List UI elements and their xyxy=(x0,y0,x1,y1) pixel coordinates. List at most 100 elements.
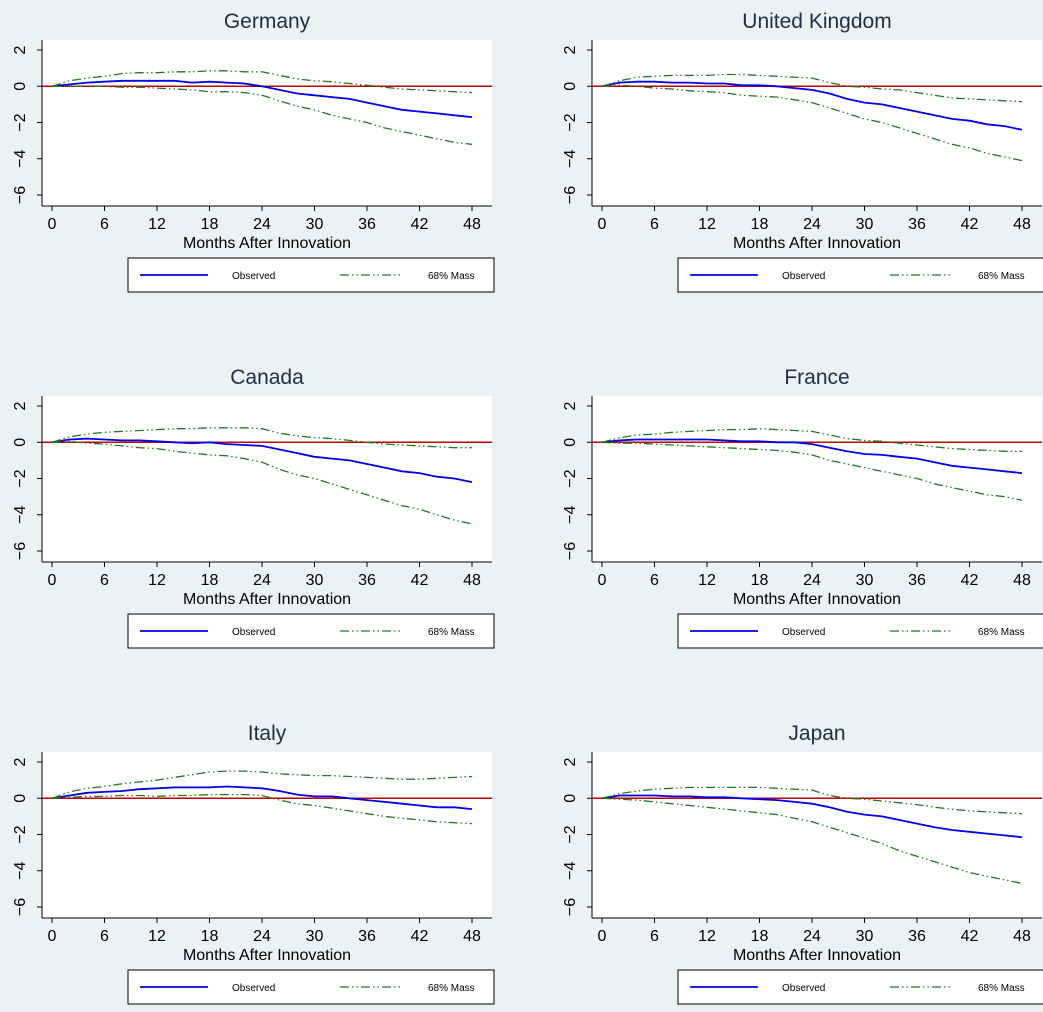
y-tick-label: −4 xyxy=(12,150,29,168)
y-tick-label: 2 xyxy=(12,401,29,410)
x-tick-label: 6 xyxy=(650,572,659,589)
observed-line xyxy=(51,79,473,118)
chart-title: Italy xyxy=(248,722,287,745)
x-tick-label: 42 xyxy=(961,216,979,233)
x-tick-label: 30 xyxy=(306,572,324,589)
x-tick-label: 36 xyxy=(358,928,376,945)
x-tick-label: 30 xyxy=(856,928,874,945)
x-tick-label: 6 xyxy=(100,216,109,233)
mass-upper-line xyxy=(51,70,473,94)
chart-panel: Italy 2 0 −2 −4 −6 0 6 12 18 24 30 36 42 48 Months Afte… xyxy=(12,722,495,1005)
x-tick-label: 36 xyxy=(908,928,926,945)
x-tick-label: 36 xyxy=(358,216,376,233)
legend-mass-label: 68% Mass xyxy=(428,627,475,638)
x-tick-label: 42 xyxy=(961,928,979,945)
legend-mass-label: 68% Mass xyxy=(428,983,475,994)
x-tick-label: 0 xyxy=(598,572,607,589)
y-tick-label: 0 xyxy=(12,82,29,91)
x-tick-label: 6 xyxy=(650,928,659,945)
x-tick-label: 24 xyxy=(253,216,271,233)
x-tick-label: 18 xyxy=(201,216,219,233)
x-tick-label: 18 xyxy=(201,928,219,945)
x-tick-label: 48 xyxy=(1013,928,1031,945)
plot-area xyxy=(42,396,492,562)
x-tick-label: 48 xyxy=(1013,216,1031,233)
chart-panel: France 2 0 −2 −4 −6 0 6 12 18 24 30 36 42 48 Months Aft… xyxy=(562,366,1043,649)
x-tick-label: 18 xyxy=(751,216,769,233)
x-tick-label: 12 xyxy=(148,216,166,233)
x-tick-label: 0 xyxy=(48,216,57,233)
y-tick-label: −4 xyxy=(562,862,579,880)
chart-panel: Germany 2 0 −2 −4 −6 0 6 12 18 24 30 36 42 48 Months Af… xyxy=(12,10,495,293)
x-axis-label: Months After Innovation xyxy=(183,591,351,608)
plot-area xyxy=(592,40,1042,206)
observed-line xyxy=(51,785,473,810)
y-tick-label: −4 xyxy=(12,862,29,880)
mass-upper-line xyxy=(601,786,1023,815)
y-tick-label: −2 xyxy=(12,825,29,843)
plot-area xyxy=(42,752,492,918)
mass-lower-line xyxy=(51,440,473,525)
x-tick-label: 12 xyxy=(148,928,166,945)
x-tick-label: 36 xyxy=(358,572,376,589)
mass-upper-line xyxy=(601,73,1023,103)
x-tick-label: 12 xyxy=(698,572,716,589)
chart-panel: Japan 2 0 −2 −4 −6 0 6 12 18 24 30 36 42 48 Months Afte… xyxy=(562,722,1043,1005)
chart-title: United Kingdom xyxy=(742,10,891,33)
y-tick-label: −6 xyxy=(12,186,29,204)
x-tick-label: 36 xyxy=(908,572,926,589)
x-tick-label: 30 xyxy=(856,572,874,589)
x-tick-label: 30 xyxy=(306,216,324,233)
x-tick-label: 12 xyxy=(698,928,716,945)
chart-title: Japan xyxy=(788,722,845,745)
x-tick-label: 42 xyxy=(411,572,429,589)
x-tick-label: 18 xyxy=(751,572,769,589)
x-tick-label: 0 xyxy=(598,216,607,233)
plot-area xyxy=(42,40,492,206)
legend-mass-label: 68% Mass xyxy=(978,271,1025,282)
y-tick-label: 2 xyxy=(562,757,579,766)
x-tick-label: 12 xyxy=(148,572,166,589)
mass-lower-line xyxy=(601,441,1023,501)
mass-lower-line xyxy=(51,793,473,825)
x-tick-label: 48 xyxy=(463,216,481,233)
chart-title: Germany xyxy=(224,10,311,33)
mass-upper-line xyxy=(601,428,1022,452)
x-tick-label: 48 xyxy=(463,928,481,945)
y-tick-label: 0 xyxy=(562,82,579,91)
y-tick-label: −6 xyxy=(562,542,579,560)
chart-title: France xyxy=(784,366,849,389)
y-tick-label: −2 xyxy=(562,113,579,131)
legend-observed-label: Observed xyxy=(782,983,825,994)
mass-upper-line xyxy=(51,770,473,799)
x-tick-label: 30 xyxy=(306,928,324,945)
y-tick-label: −6 xyxy=(562,186,579,204)
plot-area xyxy=(592,752,1042,918)
y-tick-label: 0 xyxy=(12,438,29,447)
x-tick-label: 24 xyxy=(803,928,821,945)
y-tick-label: 2 xyxy=(12,757,29,766)
x-axis-label: Months After Innovation xyxy=(733,947,901,964)
x-tick-label: 30 xyxy=(856,216,874,233)
legend-mass-label: 68% Mass xyxy=(978,627,1025,638)
chart-title: Canada xyxy=(230,366,304,389)
y-tick-label: −4 xyxy=(562,150,579,168)
x-tick-label: 0 xyxy=(598,928,607,945)
x-tick-label: 24 xyxy=(803,216,821,233)
y-tick-label: −6 xyxy=(562,898,579,916)
x-tick-label: 6 xyxy=(650,216,659,233)
y-tick-label: 0 xyxy=(562,438,579,447)
x-tick-label: 18 xyxy=(751,928,769,945)
chart-panel: United Kingdom 2 0 −2 −4 −6 0 6 12 18 24 30 36 42 48 Mo… xyxy=(562,10,1043,293)
x-tick-label: 24 xyxy=(253,928,271,945)
legend-observed-label: Observed xyxy=(782,627,825,638)
y-tick-label: −4 xyxy=(12,506,29,524)
x-tick-label: 24 xyxy=(803,572,821,589)
chart-panel: Canada 2 0 −2 −4 −6 0 6 12 18 24 30 36 42 48 Months Aft… xyxy=(12,366,495,649)
y-tick-label: 0 xyxy=(562,794,579,803)
x-tick-label: 42 xyxy=(411,928,429,945)
y-tick-label: −4 xyxy=(562,506,579,524)
x-tick-label: 0 xyxy=(48,928,57,945)
